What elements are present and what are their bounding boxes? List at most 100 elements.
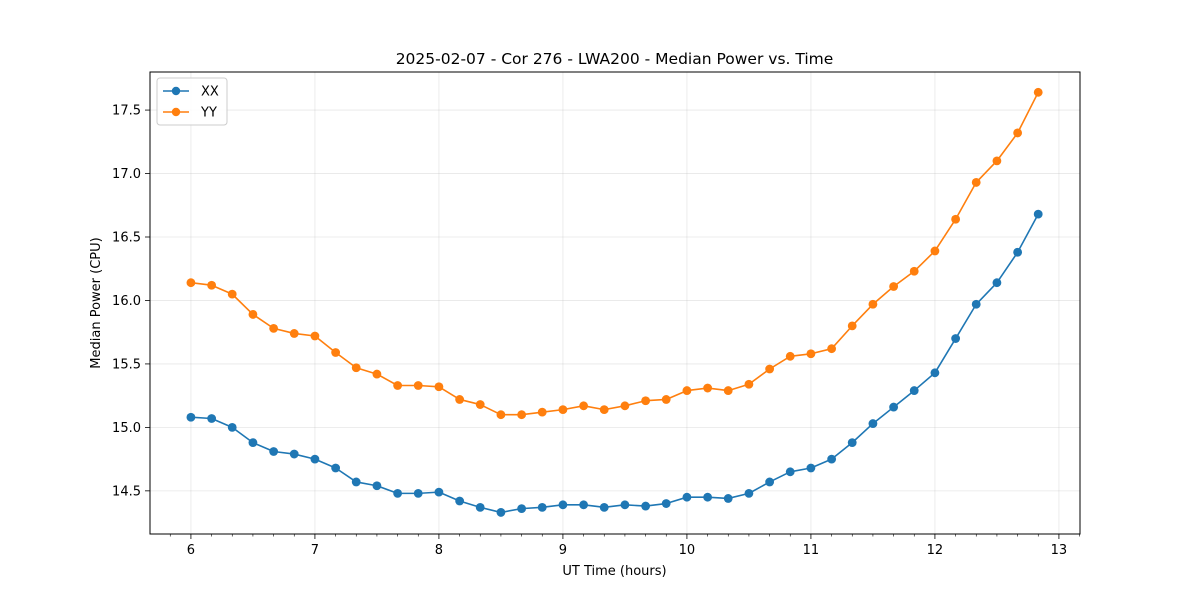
y-tick-label: 14.5	[112, 484, 141, 499]
data-point-yy	[847, 321, 857, 331]
data-point-yy	[393, 381, 403, 390]
data-point-yy	[723, 386, 733, 395]
data-point-yy	[269, 323, 279, 333]
data-point-yy	[558, 405, 568, 415]
data-point-xx	[868, 419, 878, 428]
data-point-xx	[455, 496, 465, 506]
data-point-xx	[227, 422, 237, 432]
data-point-xx	[537, 502, 547, 512]
series-layer	[186, 87, 1043, 517]
data-point-xx	[413, 488, 423, 498]
data-point-yy	[475, 400, 485, 409]
data-point-xx	[785, 467, 795, 477]
data-point-yy	[889, 282, 899, 291]
data-point-yy	[372, 369, 382, 379]
data-point-xx	[620, 500, 630, 510]
data-point-xx	[558, 500, 568, 510]
data-point-xx	[1013, 247, 1023, 257]
x-tick-label: 6	[187, 543, 195, 558]
y-tick-label: 16.0	[112, 294, 141, 309]
data-point-xx	[207, 414, 217, 423]
data-point-xx	[889, 402, 899, 412]
data-point-yy	[186, 278, 196, 288]
data-point-yy	[951, 214, 961, 224]
data-point-yy	[248, 310, 258, 319]
data-point-yy	[992, 156, 1002, 166]
data-point-yy	[744, 379, 754, 389]
data-point-xx	[806, 463, 816, 473]
data-point-yy	[703, 383, 713, 393]
x-tick-label: 10	[679, 543, 696, 558]
x-tick-label: 11	[803, 543, 820, 558]
data-point-xx	[827, 454, 837, 464]
data-point-xx	[517, 504, 527, 514]
data-point-yy	[227, 289, 237, 299]
data-point-yy	[537, 407, 547, 417]
x-tick-label: 13	[1051, 543, 1068, 558]
data-point-yy	[517, 410, 527, 420]
data-point-xx	[847, 438, 857, 448]
data-point-yy	[413, 381, 423, 390]
data-point-xx	[723, 494, 733, 503]
data-point-yy	[806, 349, 816, 359]
y-tick-label: 17.0	[112, 167, 141, 182]
data-point-xx	[599, 502, 609, 512]
data-point-yy	[868, 299, 878, 309]
data-point-xx	[971, 299, 981, 309]
data-point-yy	[661, 395, 671, 404]
y-tick-label: 16.5	[112, 231, 141, 246]
data-point-xx	[930, 368, 940, 378]
data-point-yy	[496, 410, 506, 420]
data-point-xx	[186, 412, 196, 422]
data-point-xx	[248, 438, 258, 448]
data-point-yy	[351, 363, 361, 373]
data-point-yy	[620, 401, 630, 411]
data-point-yy	[930, 246, 940, 256]
legend: XX YY	[156, 77, 228, 126]
y-tick-label: 17.5	[112, 104, 141, 119]
data-point-xx	[992, 278, 1002, 288]
data-point-xx	[372, 481, 382, 491]
x-tick-label: 9	[559, 543, 567, 558]
chart-title: 2025-02-07 - Cor 276 - LWA200 - Median P…	[396, 50, 834, 68]
data-point-yy	[207, 280, 217, 290]
data-point-xx	[310, 454, 320, 464]
data-point-yy	[827, 344, 837, 354]
series-yy	[186, 87, 1043, 420]
data-point-yy	[310, 331, 320, 341]
data-point-xx	[289, 449, 299, 459]
x-tick-label: 7	[311, 543, 319, 558]
data-point-xx	[434, 487, 444, 497]
data-point-xx	[951, 334, 961, 343]
x-tick-label: 12	[927, 543, 944, 558]
y-tick-label: 15.5	[112, 357, 141, 372]
data-point-xx	[475, 502, 485, 512]
y-tick-label: 15.0	[112, 421, 141, 436]
data-point-yy	[971, 178, 981, 187]
data-point-yy	[682, 386, 692, 395]
data-point-yy	[434, 382, 444, 392]
legend-label-yy: YY	[200, 106, 217, 121]
legend-label-xx: XX	[201, 85, 219, 100]
data-point-yy	[455, 395, 465, 404]
data-point-xx	[744, 488, 754, 498]
data-point-xx	[703, 492, 713, 502]
y-axis-label: Median Power (CPU)	[89, 237, 104, 368]
legend-marker-xx	[171, 86, 181, 96]
x-axis-label: UT Time (hours)	[562, 564, 666, 579]
legend-marker-yy	[171, 107, 181, 117]
data-point-xx	[765, 477, 775, 487]
data-point-yy	[1033, 87, 1043, 97]
data-point-xx	[269, 447, 279, 456]
grid	[150, 72, 1080, 534]
data-point-yy	[599, 405, 609, 415]
data-point-yy	[289, 329, 299, 338]
series-xx	[186, 209, 1043, 517]
plot-frame	[149, 71, 1081, 535]
data-point-yy	[785, 351, 795, 361]
data-point-yy	[1013, 128, 1023, 138]
data-point-xx	[393, 488, 403, 498]
data-point-yy	[579, 401, 589, 411]
data-point-xx	[641, 501, 651, 511]
